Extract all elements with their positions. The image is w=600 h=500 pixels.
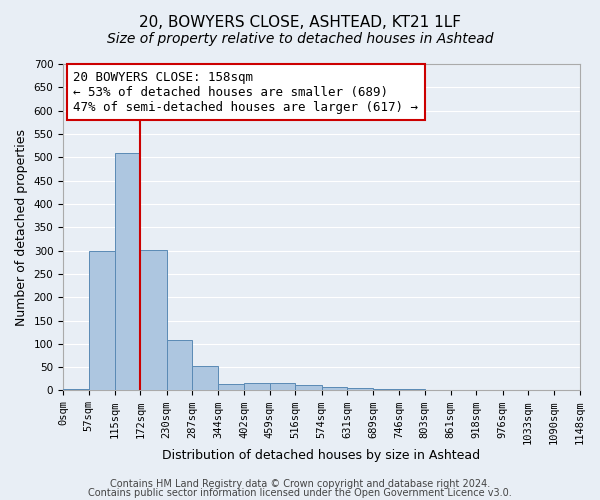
Text: Contains HM Land Registry data © Crown copyright and database right 2024.: Contains HM Land Registry data © Crown c… bbox=[110, 479, 490, 489]
Text: Contains public sector information licensed under the Open Government Licence v3: Contains public sector information licen… bbox=[88, 488, 512, 498]
Text: 20 BOWYERS CLOSE: 158sqm
← 53% of detached houses are smaller (689)
47% of semi-: 20 BOWYERS CLOSE: 158sqm ← 53% of detach… bbox=[73, 70, 418, 114]
Bar bbox=[89, 250, 115, 390]
Bar bbox=[115, 153, 140, 390]
X-axis label: Distribution of detached houses by size in Ashtead: Distribution of detached houses by size … bbox=[163, 450, 481, 462]
Text: 20, BOWYERS CLOSE, ASHTEAD, KT21 1LF: 20, BOWYERS CLOSE, ASHTEAD, KT21 1LF bbox=[139, 15, 461, 30]
Bar bbox=[63, 388, 89, 390]
Bar bbox=[373, 388, 399, 390]
Bar bbox=[244, 384, 270, 390]
Bar bbox=[270, 384, 295, 390]
Bar bbox=[218, 384, 244, 390]
Bar bbox=[192, 366, 218, 390]
Bar bbox=[167, 340, 192, 390]
Y-axis label: Number of detached properties: Number of detached properties bbox=[15, 128, 28, 326]
Text: Size of property relative to detached houses in Ashtead: Size of property relative to detached ho… bbox=[107, 32, 493, 46]
Bar bbox=[295, 386, 322, 390]
Bar bbox=[140, 250, 167, 390]
Bar bbox=[322, 387, 347, 390]
Bar bbox=[347, 388, 373, 390]
Bar bbox=[399, 389, 425, 390]
